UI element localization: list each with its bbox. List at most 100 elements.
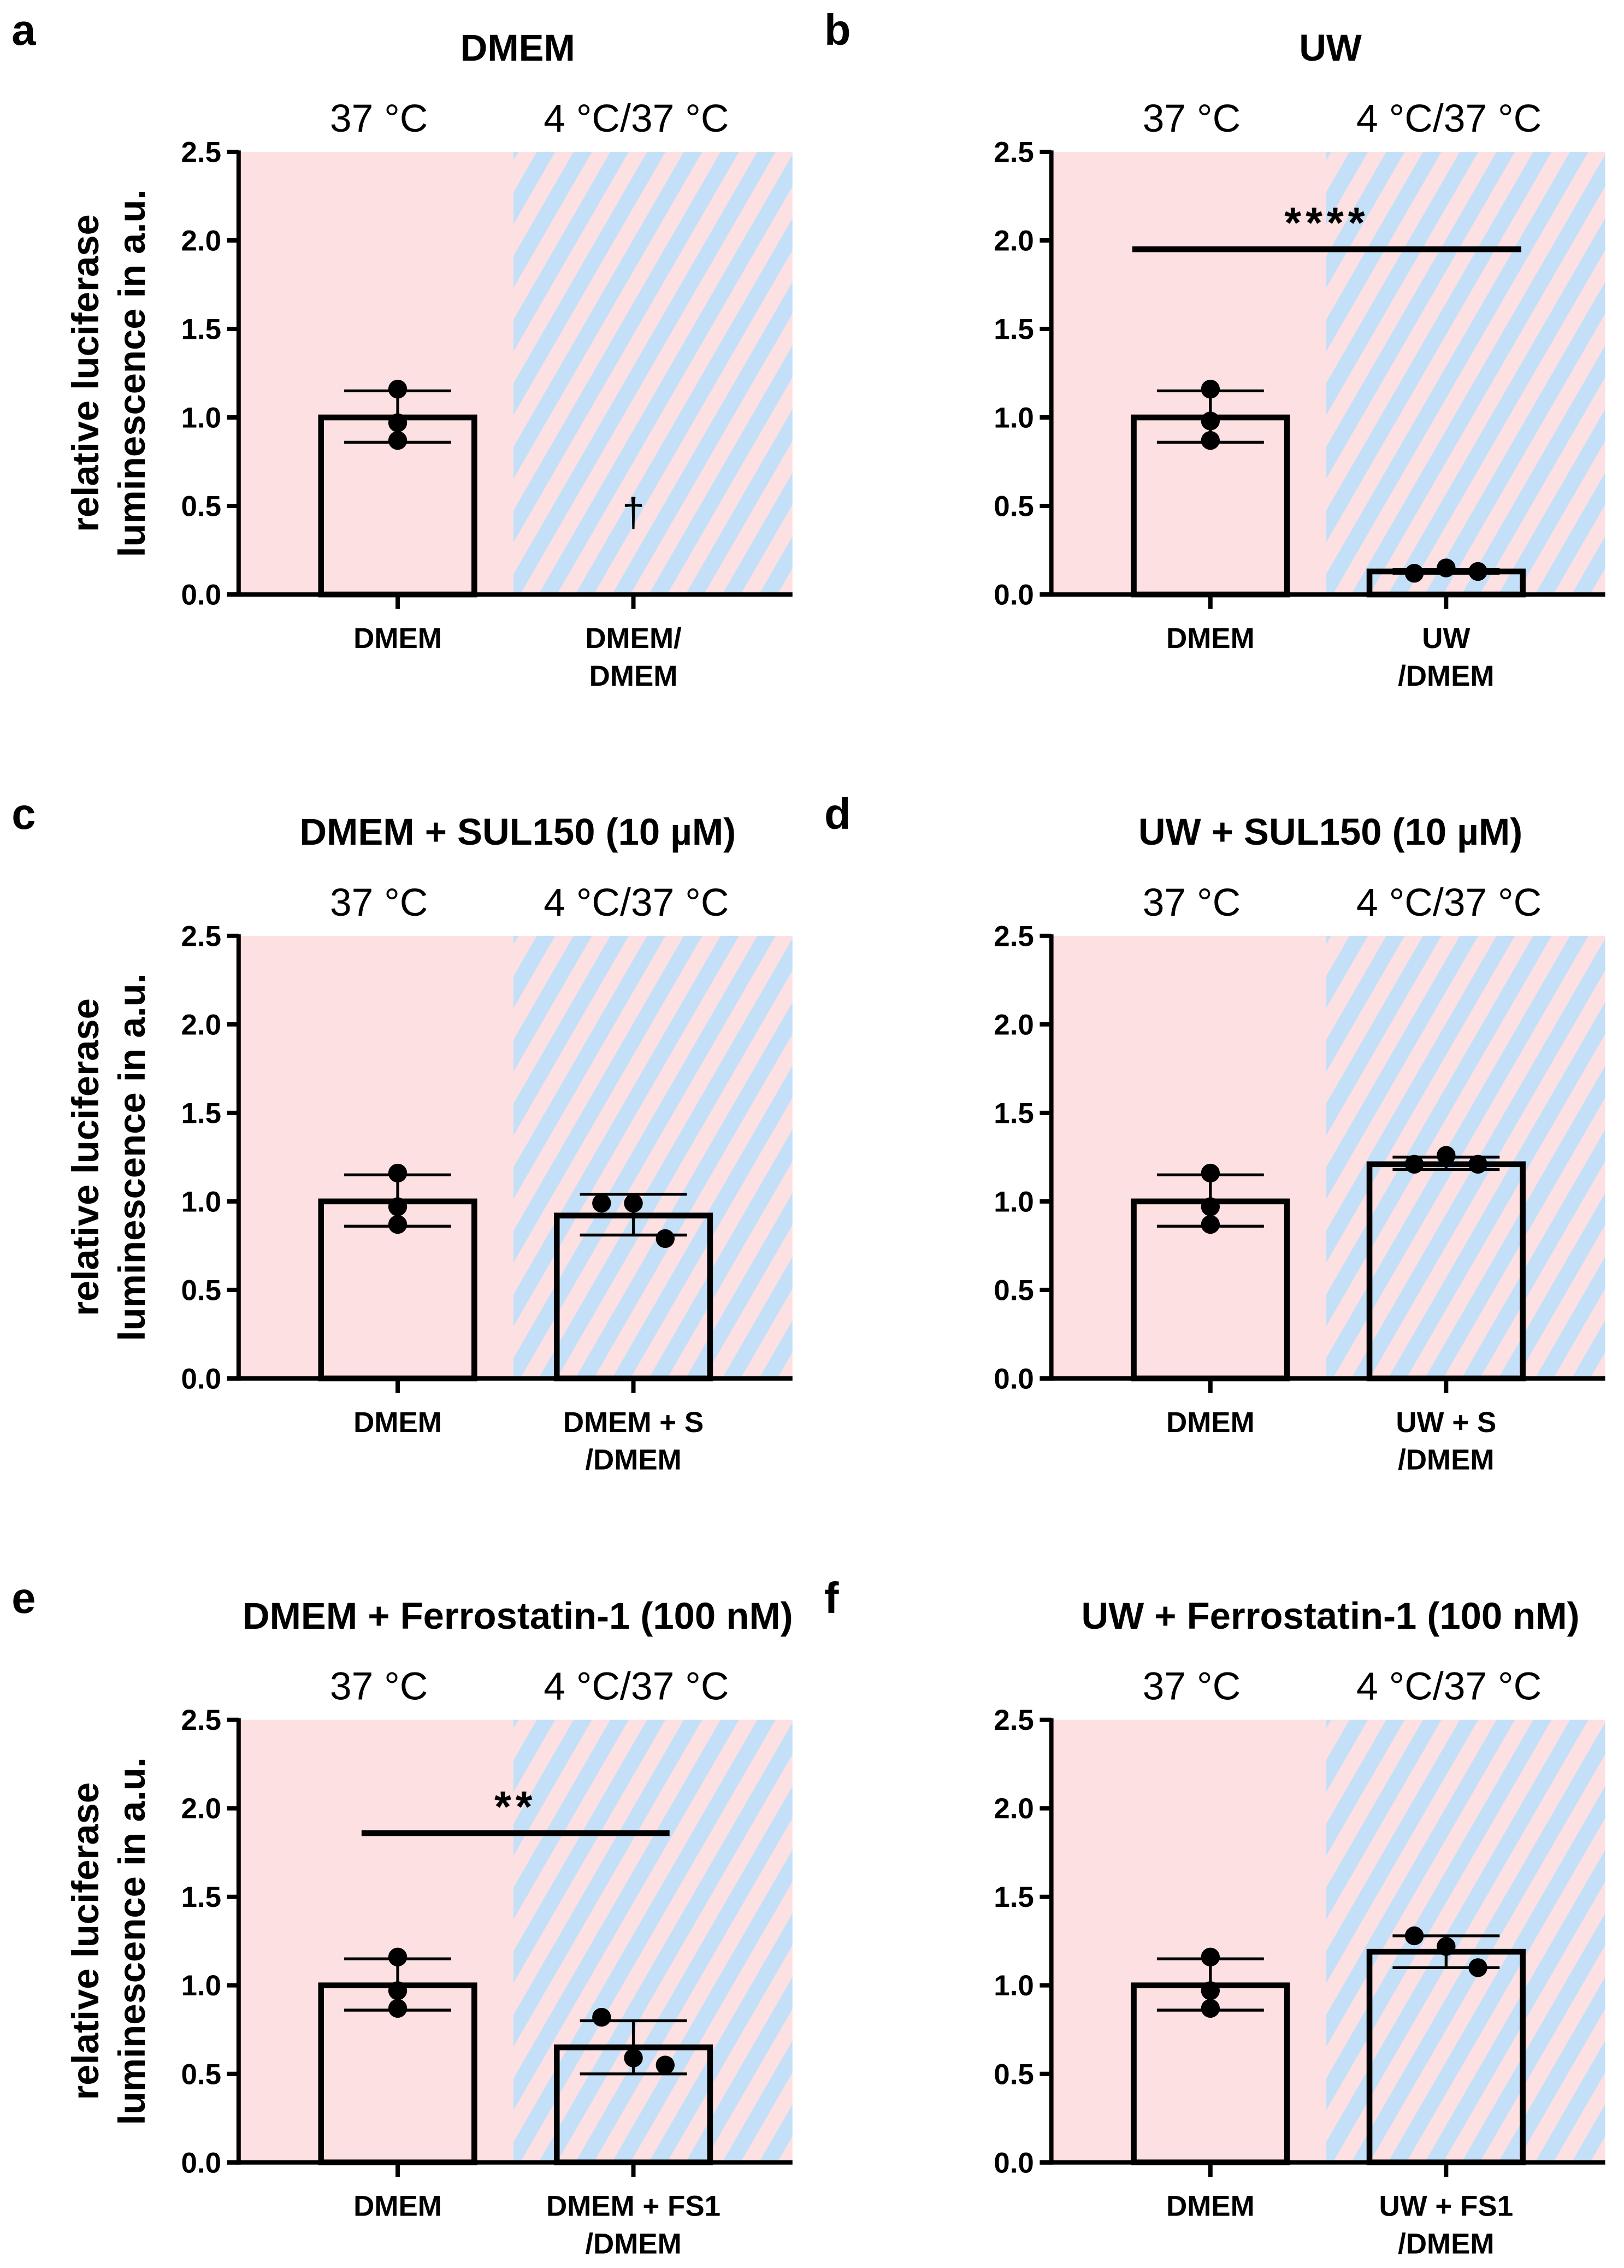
data-point [1201, 1163, 1220, 1183]
y-tick-label: 2.0 [994, 1009, 1034, 1041]
chart-title: UW [1299, 27, 1362, 69]
data-point [388, 431, 408, 450]
warm-region [238, 1719, 513, 2163]
y-tick-label: 1.0 [994, 1970, 1034, 2002]
x-tick-label: /DMEM [1398, 1444, 1494, 1476]
y-axis-label: relative luciferase luminescence in a.u. [64, 189, 153, 557]
y-axis-label-line: luminescence in a.u. [111, 973, 153, 1341]
panel-e: e DMEM + Ferrostatin-1 (100 nM) 37 °C 4 °C/… [11, 1574, 793, 2260]
x-tick-label: DMEM [1166, 2190, 1255, 2223]
region-label: 37 °C [330, 1665, 428, 1709]
x-tick-label: /DMEM [1398, 2228, 1494, 2260]
warm-region [238, 935, 513, 1379]
data-point [1404, 1926, 1424, 1946]
significance-label: **** [1284, 198, 1369, 247]
warm-region [1051, 1719, 1326, 2163]
data-point [1201, 1999, 1220, 2018]
x-tick-label: DMEM [1166, 622, 1255, 655]
y-tick-label: 1.5 [181, 1097, 221, 1129]
panel-letter: e [11, 1574, 36, 1622]
data-point [1201, 411, 1220, 431]
x-tick-label: /DMEM [585, 1444, 681, 1476]
data-point [1201, 1947, 1220, 1967]
y-tick-label: 1.0 [181, 1186, 221, 1218]
data-point [1201, 1197, 1220, 1216]
y-tick-label: 0.5 [181, 2058, 221, 2090]
y-tick-label: 2.5 [181, 920, 221, 952]
y-tick-label: 2.0 [181, 1009, 221, 1041]
y-tick-label: 0.0 [994, 2147, 1034, 2179]
y-tick-label: 1.0 [994, 1186, 1034, 1218]
y-tick-label: 0.5 [994, 1274, 1034, 1306]
data-point [388, 379, 408, 399]
region-label: 4 °C/37 °C [544, 881, 729, 924]
data-point [388, 1163, 408, 1183]
y-axis-label-line: relative luciferase [64, 1782, 107, 2100]
data-point [1468, 1958, 1487, 1977]
x-tick-label: UW + FS1 [1379, 2190, 1514, 2223]
y-tick-label: 1.5 [181, 1881, 221, 1913]
cold-region [513, 1719, 793, 2163]
cold-region [513, 935, 793, 1379]
y-axis-label: relative luciferase luminescence in a.u. [64, 1757, 153, 2125]
region-label: 37 °C [1143, 1665, 1241, 1709]
y-tick-label: 2.5 [994, 1704, 1034, 1736]
data-point [1437, 558, 1456, 578]
region-label: 4 °C/37 °C [1356, 881, 1542, 924]
y-tick-label: 2.5 [994, 136, 1034, 168]
chart-title: DMEM [460, 27, 575, 69]
y-tick-label: 0.0 [181, 2147, 221, 2179]
x-tick-label: UW + S [1396, 1406, 1496, 1439]
panel-d: d UW + SUL150 (10 µM) 37 °C 4 °C/37 °C 0.0 0.… [824, 790, 1605, 1476]
panel-f: f UW + Ferrostatin-1 (100 nM) 37 °C 4 °C/37… [824, 1574, 1605, 2260]
y-axis-label-line: relative luciferase [64, 214, 107, 532]
y-tick-label: 1.5 [994, 1097, 1034, 1129]
data-point [388, 1947, 408, 1967]
y-tick-label: 2.5 [994, 920, 1034, 952]
y-tick-label: 2.0 [181, 1793, 221, 1825]
y-tick-label: 2.0 [994, 1793, 1034, 1825]
data-point [1437, 1937, 1456, 1956]
panel-b: b UW 37 °C 4 °C/37 °C 0.0 0.5 1.0 1.5 2.0 2.5 DMEM… [824, 5, 1605, 692]
y-tick-label: 0.5 [181, 1274, 221, 1306]
data-point [1404, 1154, 1424, 1174]
x-tick-label: DMEM/ [585, 622, 682, 655]
data-point [624, 1193, 643, 1213]
warm-region [1051, 151, 1326, 595]
data-point [1201, 431, 1220, 450]
panel-letter: f [824, 1574, 839, 1622]
region-label: 4 °C/37 °C [544, 97, 729, 140]
y-tick-label: 1.5 [994, 314, 1034, 346]
data-point [1437, 1146, 1456, 1165]
dead-annotation: † [622, 490, 645, 535]
cold-region [1326, 1719, 1605, 2163]
x-tick-label: DMEM [353, 622, 442, 655]
data-point [1468, 562, 1487, 581]
region-label: 37 °C [1143, 881, 1241, 924]
panel-c: c DMEM + SUL150 (10 µM) 37 °C 4 °C/37 °C rel… [11, 790, 793, 1476]
region-label: 37 °C [330, 881, 428, 924]
data-point [655, 2055, 675, 2075]
y-axis-label-line: relative luciferase [64, 998, 107, 1316]
data-point [655, 1229, 675, 1248]
chart-title: UW + Ferrostatin-1 (100 nM) [1082, 1595, 1580, 1637]
y-tick-label: 1.0 [181, 402, 221, 434]
y-tick-label: 0.0 [994, 1363, 1034, 1395]
y-tick-label: 0.0 [181, 1363, 221, 1395]
data-point [388, 1197, 408, 1216]
y-tick-label: 2.0 [994, 225, 1034, 257]
chart-title: DMEM + SUL150 (10 µM) [299, 811, 736, 853]
data-point [1201, 379, 1220, 399]
y-tick-label: 0.5 [181, 491, 221, 523]
chart-title: DMEM + Ferrostatin-1 (100 nM) [243, 1595, 793, 1637]
y-tick-label: 2.5 [181, 1704, 221, 1736]
y-tick-label: 1.0 [181, 1970, 221, 2002]
y-tick-label: 1.5 [994, 1881, 1034, 1913]
data-point [1201, 1981, 1220, 2000]
x-tick-label: DMEM + S [563, 1406, 704, 1439]
y-axis-label-line: luminescence in a.u. [111, 1757, 153, 2125]
panel-letter: d [824, 790, 851, 838]
x-tick-label: DMEM [1166, 1406, 1255, 1439]
x-tick-label: DMEM [353, 2190, 442, 2223]
significance-label: ** [494, 1782, 537, 1831]
